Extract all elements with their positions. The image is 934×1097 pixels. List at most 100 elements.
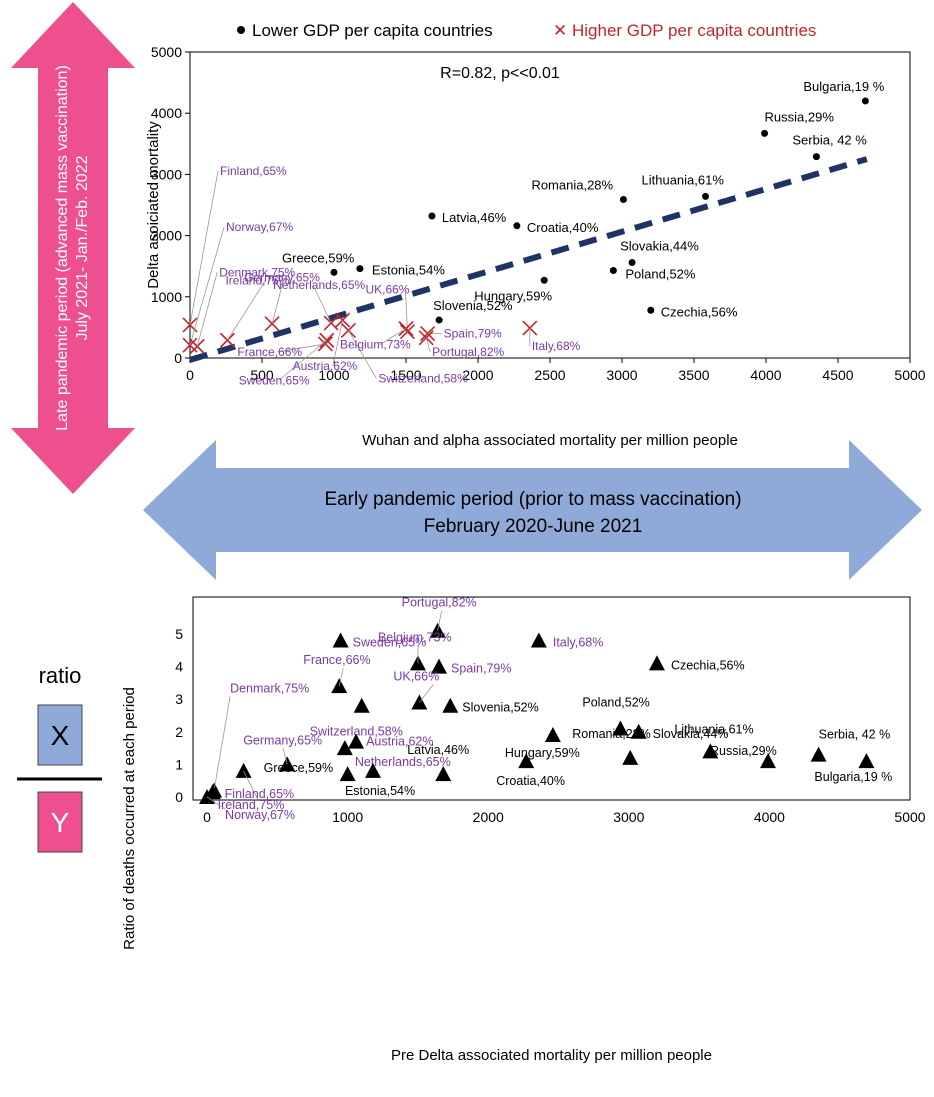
point-label-france-66: France,66% — [303, 653, 370, 667]
y-tick-label: 5000 — [151, 44, 182, 60]
point-label-portugal-82: Portugal,82% — [432, 345, 504, 359]
y-tick-label: 0 — [174, 350, 182, 366]
plot-frame — [189, 51, 911, 359]
point-label-germany-65: Germany,65% — [243, 733, 322, 747]
y-tick-label: 4000 — [151, 105, 182, 121]
x-tick-label: 4000 — [750, 367, 781, 383]
y-tick-label: 0 — [175, 789, 183, 805]
legend-lower-label: Lower GDP per capita countries — [252, 21, 493, 40]
x-tick-label: 3500 — [678, 367, 709, 383]
x-axis-label: Wuhan and alpha associated mortality per… — [362, 432, 738, 449]
point-greece-59 — [330, 268, 338, 276]
x-tick-label: 3000 — [613, 809, 644, 825]
late-period-arrow — [11, 2, 135, 494]
point-label-croatia-40: Croatia,40% — [496, 774, 565, 788]
point-label-belgium-73: Belgium,73% — [378, 630, 452, 644]
y-tick-label: 2000 — [151, 228, 182, 244]
point-latvia-46 — [435, 766, 452, 782]
point-slovenia-52 — [442, 697, 459, 713]
point-label-norway-67: Norway,67% — [225, 808, 295, 822]
ratio-denominator: Y — [51, 807, 70, 838]
point-label-czechia-56: Czechia,56% — [661, 304, 738, 319]
point-latvia-46 — [428, 212, 436, 220]
y-tick-label: 5 — [175, 626, 183, 642]
x-tick-label: 1000 — [332, 809, 363, 825]
leader-line — [312, 284, 332, 324]
leader-line — [379, 328, 407, 345]
point-label-austria-62: Austria,62% — [293, 359, 358, 373]
ratio-vs-pre-delta-scatter: 0 1000 2000 3000 4000 5000 0 1 2 3 4 5 Pre Delta ass… — [121, 596, 926, 1064]
point-label-norway-67: Norway,67% — [226, 220, 293, 234]
point-label-uk-66: UK,66% — [393, 669, 439, 683]
point-lithuania-61 — [702, 192, 710, 200]
leader-line — [189, 227, 225, 346]
early-period-label-2: February 2020-June 2021 — [424, 516, 643, 537]
point-label-croatia-40: Croatia,40% — [527, 220, 599, 235]
point-label-denmark-75: Denmark,75% — [219, 265, 295, 279]
point-label-italy-68: Italy,68% — [532, 339, 581, 353]
point-label-slovenia-52: Slovenia,52% — [462, 701, 538, 715]
point-bulgaria-19 — [861, 97, 869, 105]
plot-frame — [192, 596, 911, 801]
leader-line — [227, 280, 266, 341]
point-austria-62 — [348, 733, 365, 749]
point-label-slovenia-52: Slovenia,52% — [433, 298, 513, 313]
point-label-serbia-42: Serbia, 42 % — [819, 728, 891, 742]
point-serbia-42 — [810, 746, 827, 762]
point-croatia-40 — [518, 753, 535, 769]
legend-higher-label: Higher GDP per capita countries — [572, 21, 816, 40]
y-tick-label: 3 — [175, 691, 183, 707]
point-label-germany-65: Germany,65% — [244, 271, 320, 285]
y-tick-label: 2 — [175, 724, 183, 740]
point-hungary-59 — [540, 276, 548, 284]
point-label-italy-68: Italy,68% — [553, 636, 604, 650]
y-tick-label: 3000 — [151, 166, 182, 182]
point-label-latvia-46: Latvia,46% — [442, 210, 507, 225]
point-russia-29 — [761, 129, 769, 137]
point-spain-79 — [431, 658, 448, 674]
point-ireland-75 — [235, 762, 252, 778]
early-period-arrow — [143, 440, 922, 580]
point-romania-28 — [619, 195, 627, 203]
point-czechia-56 — [648, 655, 665, 671]
point-label-russia-29: Russia,29% — [710, 744, 777, 758]
point-hungary-59 — [544, 727, 561, 743]
point-label-finland-65: Finland,65% — [225, 787, 295, 801]
point-slovenia-52 — [435, 316, 443, 324]
point-label-austria-62: Austria,62% — [366, 735, 433, 749]
point-estonia-54 — [364, 762, 381, 778]
point-greece-59 — [339, 766, 356, 782]
x-tick-label: 500 — [250, 367, 274, 383]
point-label-belgium-73: Belgium,73% — [340, 338, 411, 352]
point-italy-68 — [530, 632, 547, 648]
y-tick-label: 4 — [175, 659, 183, 675]
point-netherlands-65 — [336, 740, 353, 756]
point-label-spain-79: Spain,79% — [444, 327, 502, 341]
leader-line — [243, 770, 258, 800]
ratio-denominator-box — [37, 791, 83, 853]
x-tick-label: 5000 — [894, 809, 925, 825]
point-label-lithuania-61: Lithuania,61% — [642, 172, 725, 187]
y-axis-label: Ratio of deaths occurred at each period — [121, 687, 138, 950]
point-label-estonia-54: Estonia,54% — [345, 784, 415, 798]
leader-line — [405, 289, 408, 332]
point-switzerland-58 — [353, 697, 370, 713]
x-axis-label: Pre Delta associated mortality per milli… — [391, 1047, 712, 1064]
point-label-bulgaria-19: Bulgaria,19 % — [814, 770, 892, 784]
point-label-slovakia-44: Slovakia,44% — [620, 239, 699, 254]
point-label-slovakia-44: Slovakia,44% — [653, 727, 729, 741]
point-label-finland-65: Finland,65% — [220, 164, 287, 178]
point-label-netherlands-65: Netherlands,65% — [355, 755, 451, 769]
trend-line — [189, 156, 868, 363]
x-tick-label: 2500 — [534, 367, 565, 383]
x-tick-label: 3000 — [606, 367, 637, 383]
x-tick-label: 2000 — [473, 809, 504, 825]
leader-line — [332, 319, 344, 367]
leader-line — [196, 272, 218, 347]
early-period-label-1: Early pandemic period (prior to mass vac… — [324, 489, 741, 510]
y-tick-label: 1000 — [151, 289, 182, 305]
point-label-sweden-65: Sweden,65% — [239, 373, 310, 387]
x-tick-label: 1000 — [318, 367, 349, 383]
point-estonia-54 — [356, 265, 364, 273]
point-slovakia-44 — [628, 259, 636, 267]
